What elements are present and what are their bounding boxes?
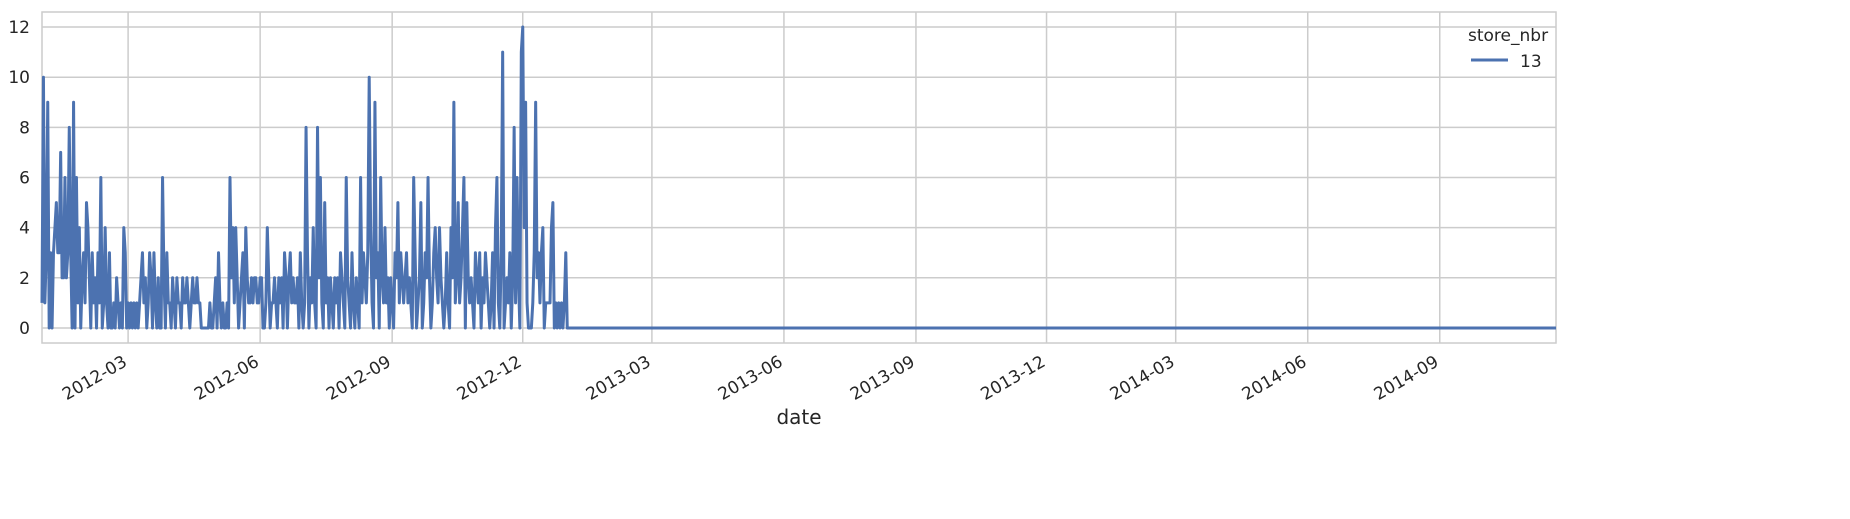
legend-title: store_nbr: [1468, 26, 1548, 46]
x-tick-label: 2014-09: [1371, 352, 1443, 405]
y-tick-label: 4: [19, 219, 30, 239]
x-axis-label: date: [776, 405, 821, 429]
legend: store_nbr 13: [1468, 26, 1548, 72]
x-tick-label: 2012-03: [59, 352, 131, 405]
x-axis-ticks: 2012-03 2012-06 2012-09 2012-12 2013-03 2013-…: [59, 352, 1442, 405]
x-tick-label: 2012-09: [323, 352, 395, 405]
x-tick-label: 2012-06: [191, 352, 263, 405]
x-tick-label: 2014-03: [1107, 352, 1179, 405]
y-tick-label: 2: [19, 269, 30, 289]
x-tick-label: 2013-09: [847, 352, 919, 405]
x-tick-label: 2012-12: [454, 352, 526, 405]
x-tick-label: 2014-06: [1239, 352, 1311, 405]
x-tick-label: 2013-06: [715, 352, 787, 405]
y-axis-ticks: 0 2 4 6 8 10 12: [8, 18, 30, 339]
y-tick-label: 6: [19, 169, 30, 189]
y-tick-label: 8: [19, 118, 30, 138]
legend-entry-label: 13: [1520, 52, 1542, 72]
x-tick-label: 2013-12: [978, 352, 1050, 405]
y-tick-label: 0: [19, 319, 30, 339]
y-tick-label: 10: [8, 68, 30, 88]
series-layer: [40, 25, 1556, 330]
y-tick-label: 12: [8, 18, 30, 38]
series-line-13: [40, 25, 1556, 330]
x-tick-label: 2013-03: [583, 352, 655, 405]
